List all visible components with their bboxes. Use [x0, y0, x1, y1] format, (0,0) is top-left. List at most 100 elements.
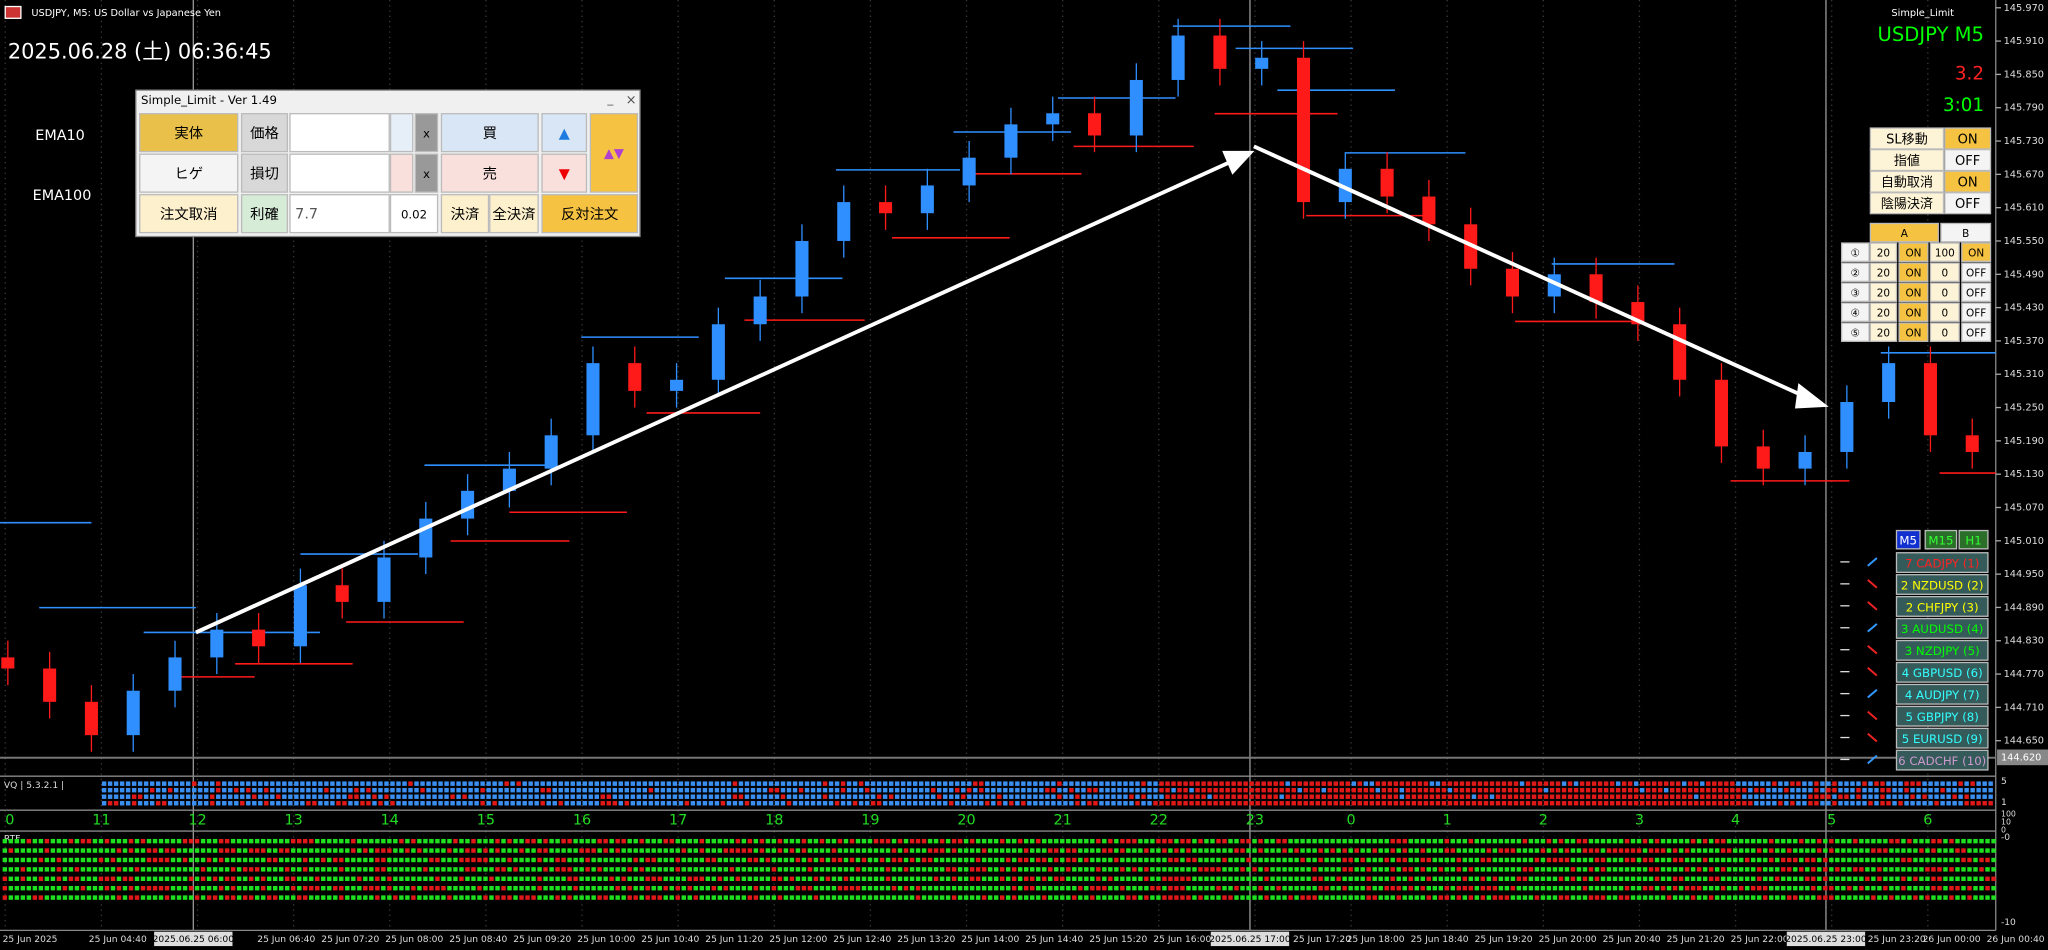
button[interactable] — [589, 113, 639, 193]
button-label[interactable]: M15 — [1928, 533, 1953, 547]
button-label[interactable]: 2 CHFJPY (3) — [1906, 600, 1979, 614]
button[interactable] — [1869, 222, 1939, 243]
button-label[interactable]: 20 — [1877, 248, 1890, 260]
button-label[interactable]: ON — [1905, 307, 1921, 319]
button[interactable] — [1961, 282, 1992, 302]
button-label[interactable]: ON — [1968, 248, 1984, 260]
button[interactable] — [1895, 617, 1989, 639]
close-window[interactable]: × — [626, 93, 637, 108]
button-label[interactable]: x — [423, 126, 430, 140]
button-label[interactable]: ON — [1905, 287, 1921, 299]
button-label[interactable]: 買 — [483, 126, 497, 142]
button[interactable] — [541, 153, 588, 193]
button[interactable] — [1895, 596, 1989, 617]
button-label[interactable]: 20 — [1877, 307, 1890, 319]
button[interactable] — [1840, 302, 1870, 322]
button-label[interactable]: 売 — [483, 165, 497, 182]
button-label[interactable]: OFF — [1966, 267, 1986, 279]
button[interactable] — [1929, 262, 1960, 282]
button-label[interactable]: OFF — [1966, 307, 1986, 319]
button-label[interactable]: ▲ — [559, 126, 570, 142]
button-label[interactable]: ヒゲ — [174, 165, 203, 182]
button[interactable] — [1895, 529, 1921, 550]
button-label[interactable]: 決済 — [451, 206, 480, 223]
button[interactable] — [1940, 222, 1992, 243]
stop-input[interactable] — [289, 153, 390, 193]
button-label[interactable]: 3 NZDJPY (5) — [1905, 644, 1980, 658]
button[interactable] — [1961, 302, 1992, 322]
button[interactable] — [1869, 242, 1898, 263]
price-input[interactable] — [289, 113, 390, 153]
button-label[interactable]: 自動取消 — [1881, 174, 1933, 190]
button[interactable] — [1929, 322, 1960, 342]
button-label[interactable]: 全決済 — [492, 205, 535, 223]
tp-input[interactable] — [289, 194, 390, 234]
button-label[interactable]: ③ — [1851, 287, 1860, 299]
button[interactable] — [541, 194, 639, 234]
button[interactable] — [389, 194, 439, 234]
button[interactable] — [414, 153, 439, 193]
button[interactable] — [1840, 262, 1870, 282]
button-label[interactable]: 3 AUDUSD (4) — [1901, 622, 1983, 636]
button-label[interactable]: M5 — [1899, 533, 1917, 547]
button[interactable] — [240, 194, 288, 234]
button[interactable] — [1840, 242, 1870, 263]
button[interactable] — [1840, 322, 1870, 342]
button[interactable] — [139, 194, 239, 234]
button-label[interactable]: 指値 — [1894, 153, 1920, 169]
button-label[interactable]: OFF — [1955, 154, 1980, 169]
button[interactable] — [1898, 322, 1929, 342]
button-label[interactable]: x — [423, 167, 430, 181]
button-label[interactable]: 注文取消 — [160, 206, 217, 223]
button-label[interactable]: 実体 — [174, 125, 203, 142]
button[interactable] — [1895, 574, 1989, 595]
button-label[interactable]: ▼ — [559, 166, 570, 182]
button[interactable] — [541, 113, 588, 153]
button[interactable] — [240, 113, 288, 153]
button[interactable] — [1869, 282, 1898, 302]
button-label[interactable]: ON — [1905, 267, 1921, 279]
button[interactable] — [1898, 262, 1929, 282]
button-label[interactable]: 7 CADJPY (1) — [1905, 556, 1979, 570]
button-label[interactable]: B — [1962, 228, 1969, 240]
button[interactable] — [440, 113, 539, 153]
button-label[interactable]: 価格 — [250, 125, 279, 142]
button-label[interactable]: ⑤ — [1851, 327, 1860, 339]
button-label[interactable]: ON — [1905, 248, 1921, 260]
button-label[interactable]: ① — [1851, 248, 1860, 260]
button-label[interactable]: 4 GBPUSD (6) — [1902, 666, 1983, 680]
button[interactable] — [1869, 322, 1898, 342]
button-label[interactable]: 0 — [1941, 267, 1948, 279]
button[interactable] — [1895, 727, 1989, 749]
button-label[interactable]: 0 — [1941, 287, 1948, 299]
button[interactable] — [1929, 242, 1960, 263]
minimize[interactable]: _ — [606, 92, 613, 106]
button[interactable] — [240, 153, 288, 193]
button-label[interactable]: ② — [1851, 267, 1860, 279]
button-label[interactable]: 2 NZDUSD (2) — [1901, 578, 1984, 592]
button-label[interactable]: OFF — [1955, 197, 1980, 212]
button-label[interactable]: 0 — [1941, 327, 1948, 339]
button-label[interactable]: 5 EURUSD (9) — [1902, 732, 1983, 746]
button[interactable] — [1961, 242, 1992, 263]
button[interactable] — [139, 113, 239, 153]
button[interactable] — [1895, 705, 1989, 727]
button[interactable] — [1961, 322, 1992, 342]
button-label[interactable]: OFF — [1966, 287, 1986, 299]
button[interactable] — [489, 194, 539, 234]
button-label[interactable]: 利確 — [250, 206, 279, 223]
button-label[interactable]: 6 CADCHF (10) — [1898, 754, 1986, 768]
button-label[interactable]: 陰陽決済 — [1881, 196, 1933, 212]
button[interactable] — [1895, 552, 1989, 574]
button-label[interactable]: SL移動 — [1886, 131, 1928, 147]
button-label[interactable]: 5 GBPJPY (8) — [1906, 710, 1979, 724]
button-label[interactable]: 0.02 — [401, 207, 427, 221]
button-label[interactable]: ▲▼ — [604, 147, 624, 162]
button-label[interactable]: 20 — [1877, 327, 1890, 339]
button[interactable] — [1944, 192, 1992, 215]
button-label[interactable]: ④ — [1851, 307, 1860, 319]
button[interactable] — [1898, 242, 1929, 263]
button[interactable] — [1961, 262, 1992, 282]
button[interactable] — [1895, 749, 1989, 771]
button-label[interactable]: ON — [1905, 327, 1921, 339]
